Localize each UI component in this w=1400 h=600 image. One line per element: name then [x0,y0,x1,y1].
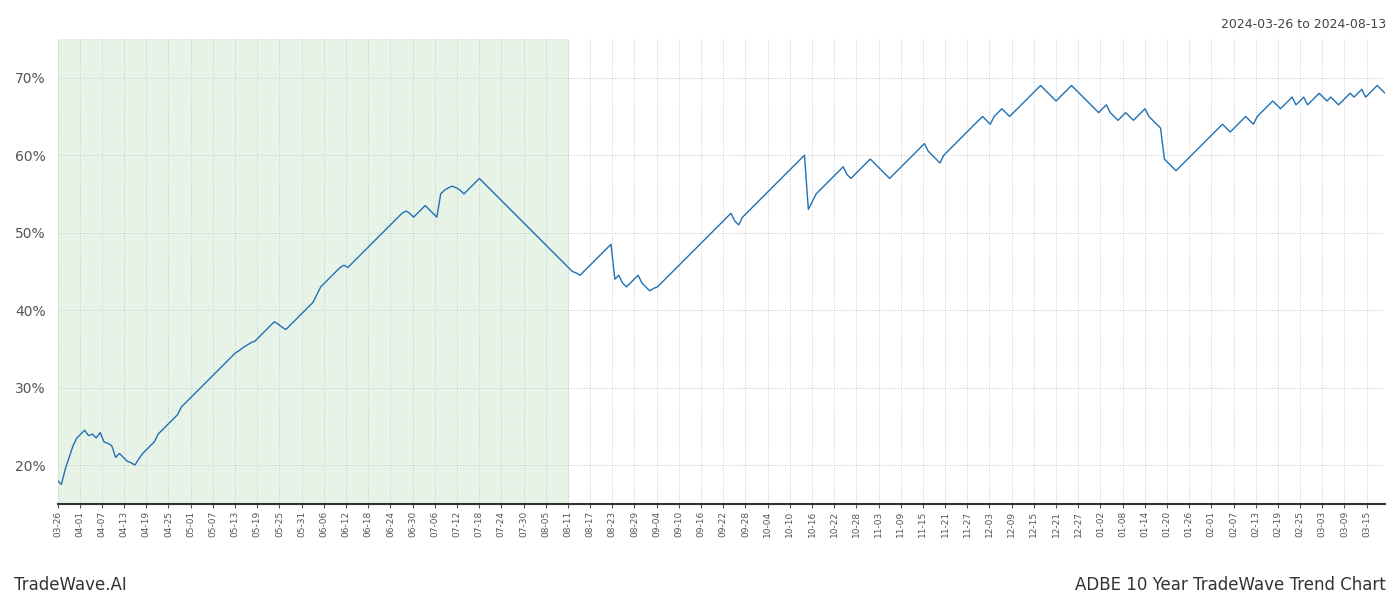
Text: ADBE 10 Year TradeWave Trend Chart: ADBE 10 Year TradeWave Trend Chart [1075,576,1386,594]
Text: 2024-03-26 to 2024-08-13: 2024-03-26 to 2024-08-13 [1221,18,1386,31]
Bar [57,39,568,504]
Text: TradeWave.AI: TradeWave.AI [14,576,127,594]
